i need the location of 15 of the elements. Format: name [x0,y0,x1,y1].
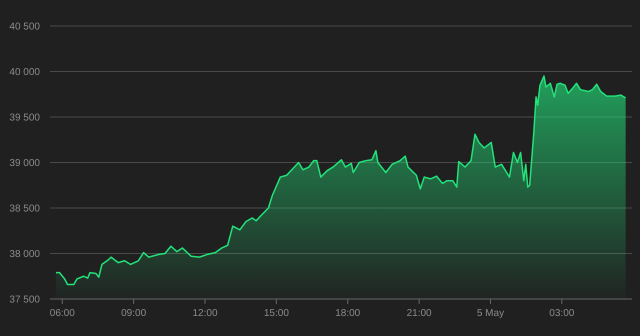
y-tick-label: 38 000 [9,249,40,260]
x-tick-label: 06:00 [50,308,76,319]
x-tick-label: 09:00 [121,308,147,319]
y-tick-label: 39 500 [9,112,40,124]
y-tick-label: 40 000 [9,67,40,78]
x-tick-label: 18:00 [335,308,361,319]
x-tick-label: 12:00 [192,308,218,319]
x-tick-label: 21:00 [406,308,432,319]
y-tick-label: 37 500 [9,294,40,306]
x-tick-label: 15:00 [264,308,290,319]
y-tick-label: 38 500 [9,204,40,214]
y-tick-label: 40 500 [9,22,40,32]
y-tick-label: 39 000 [9,158,40,169]
x-tick-label: 03:00 [549,308,575,319]
x-tick-label: 5 May [476,308,504,319]
